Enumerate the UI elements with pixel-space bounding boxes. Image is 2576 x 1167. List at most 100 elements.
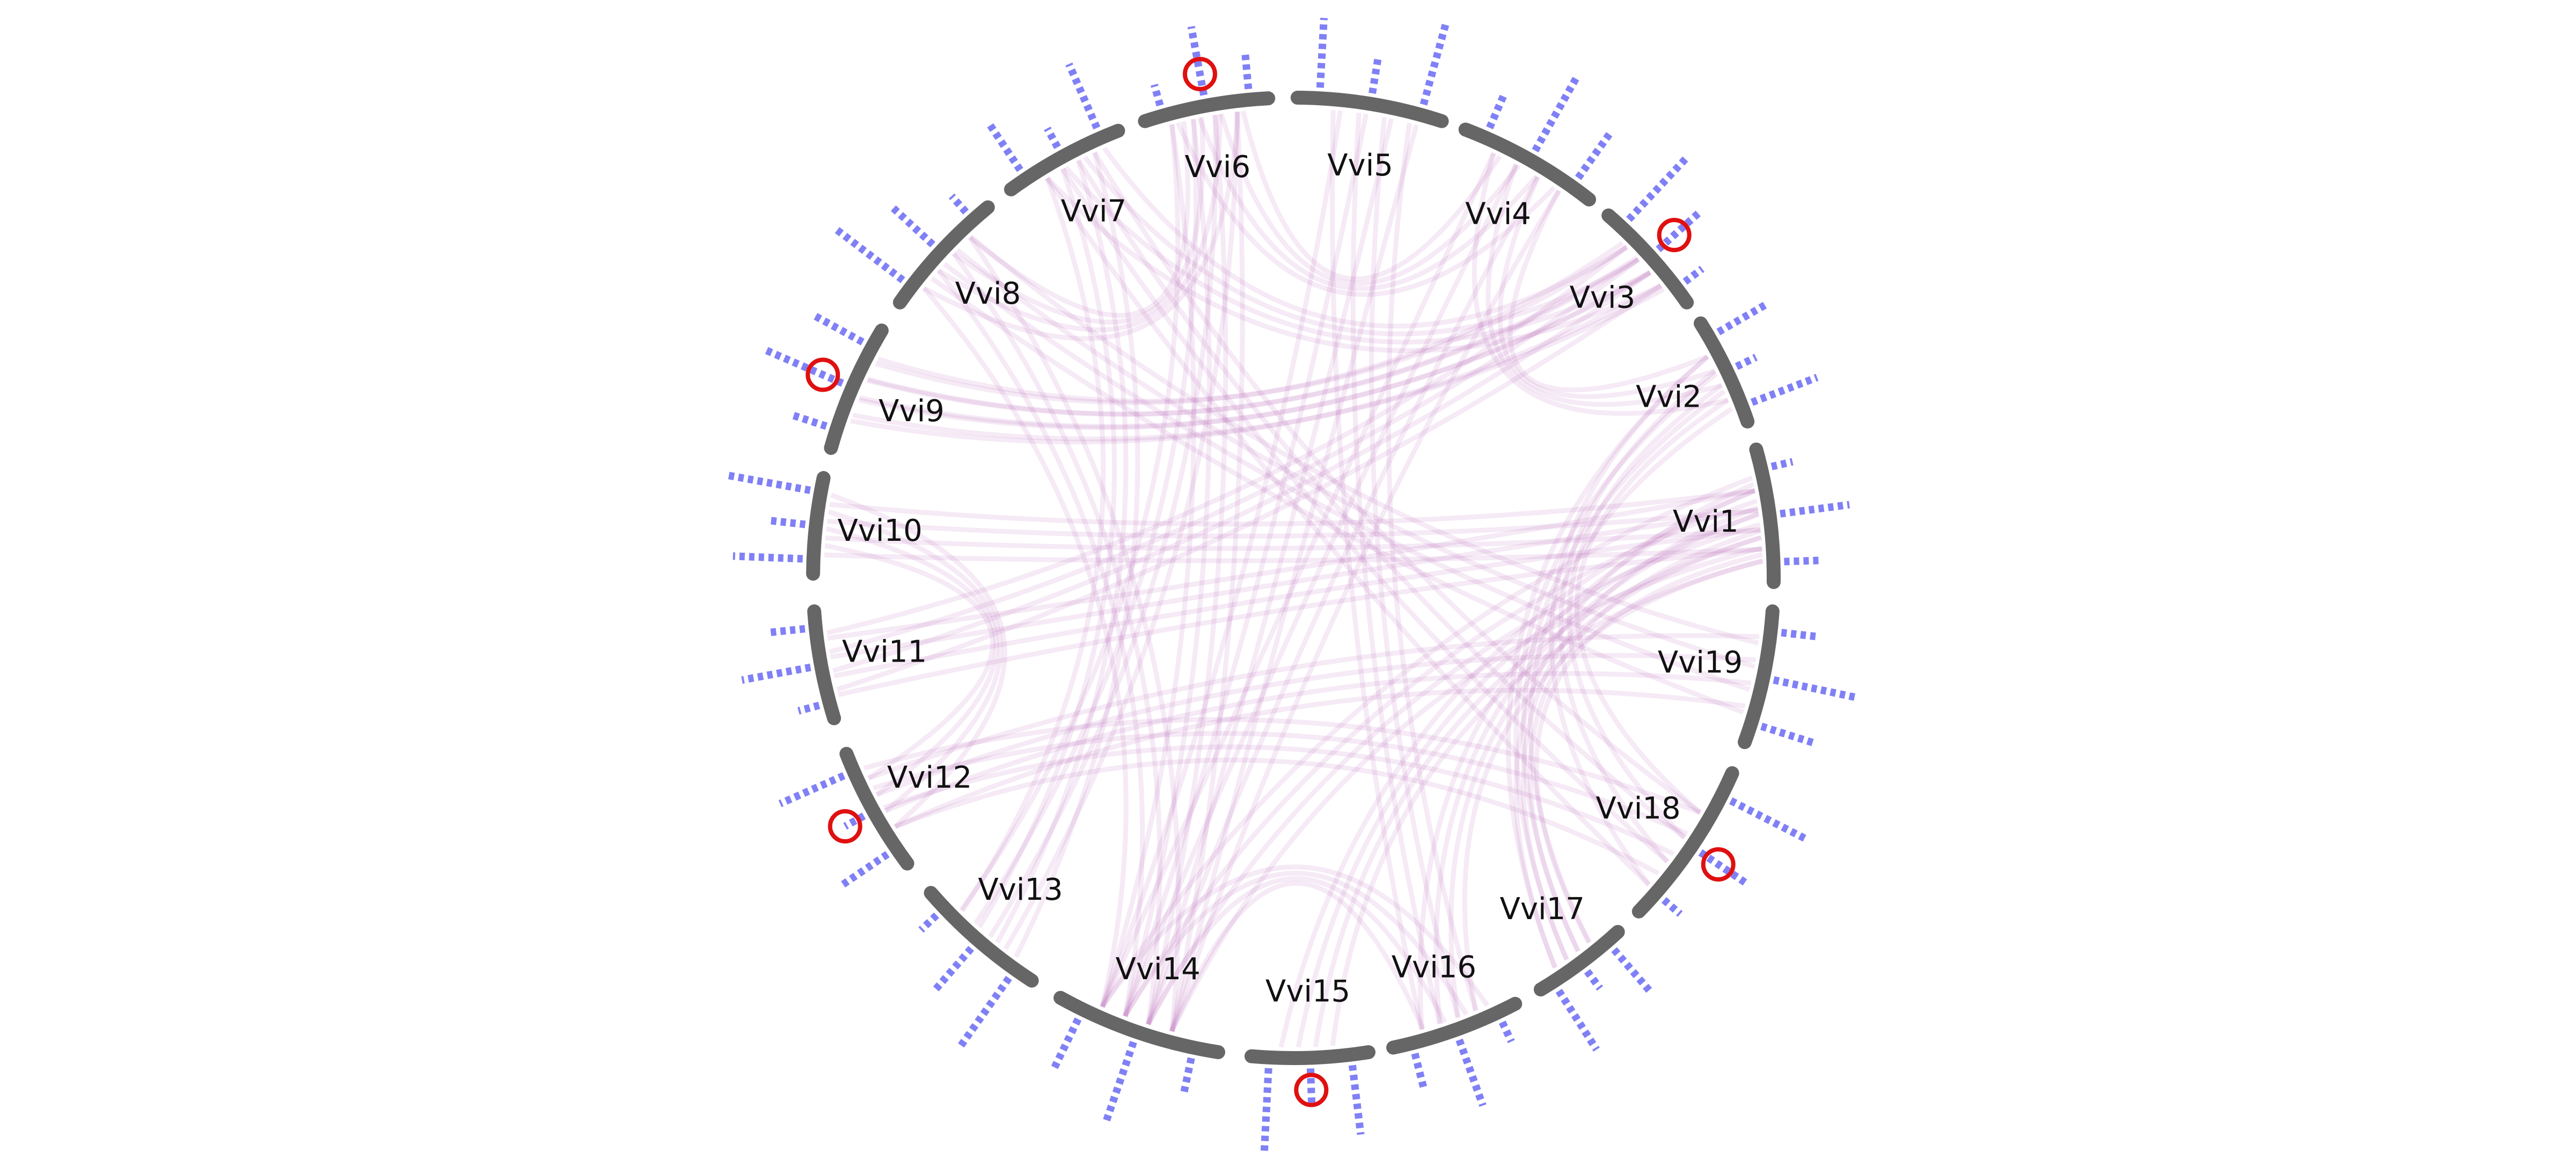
synteny-link	[936, 269, 1145, 1017]
synteny-link	[1100, 124, 1196, 1008]
synteny-link	[1485, 164, 1723, 407]
synteny-link	[968, 121, 1190, 318]
feature-tick	[1555, 988, 1600, 1052]
synteny-link	[1558, 369, 1717, 863]
synteny-link	[1146, 522, 1761, 1026]
synteny-link	[876, 653, 1756, 797]
feature-tick	[832, 225, 905, 283]
synteny-link	[973, 119, 1199, 925]
synteny-link	[1219, 113, 1521, 286]
synteny-link	[1175, 122, 1556, 297]
feature-tick	[767, 625, 806, 637]
chromosome-label: Vvi10	[837, 513, 922, 548]
feature-tick	[1044, 126, 1061, 149]
synteny-link	[838, 547, 1762, 697]
feature-tick	[1626, 154, 1690, 222]
synteny-link	[942, 262, 1751, 692]
synteny-link	[836, 283, 1663, 692]
feature-tick	[1780, 501, 1850, 518]
synteny-link	[826, 245, 1628, 635]
chromosome-label: Vvi8	[955, 276, 1021, 311]
synteny-link	[960, 177, 1106, 912]
synteny-link	[922, 287, 1129, 1008]
feature-tick	[814, 313, 865, 346]
synteny-link	[877, 245, 1628, 404]
chromosome-arc	[806, 471, 831, 581]
chromosome-arc	[839, 747, 914, 871]
chromosome-label: Vvi13	[978, 872, 1063, 907]
synteny-link	[1513, 372, 1718, 961]
feature-tick	[1260, 1068, 1272, 1154]
synteny-link	[1521, 505, 1759, 961]
synteny-link	[830, 493, 1007, 829]
chromosome-label: Vvi18	[1596, 791, 1680, 826]
synteny-link	[830, 508, 1759, 660]
synteny-link	[1521, 389, 1726, 952]
synteny-link	[1313, 535, 1762, 1047]
synteny-link	[937, 114, 1223, 333]
chromosome-arc	[1290, 91, 1449, 128]
feature-tick	[1486, 92, 1508, 130]
synteny-link	[1169, 112, 1245, 1032]
synteny-link	[852, 287, 1665, 442]
synteny-link	[1534, 552, 1763, 944]
synteny-link	[829, 258, 1640, 655]
synteny-link	[825, 527, 1761, 551]
chromosome-label: Vvi15	[1265, 974, 1350, 1009]
feature-tick	[1735, 354, 1758, 370]
synteny-link	[1123, 163, 1518, 1017]
synteny-link	[827, 508, 1759, 539]
chromosome-label: Vvi14	[1116, 952, 1201, 987]
synteny-link	[1146, 175, 1540, 1025]
chromosome-arc	[807, 604, 841, 725]
feature-tick	[1306, 1068, 1316, 1106]
feature-tick	[948, 193, 969, 215]
synteny-link	[1448, 535, 1762, 1018]
feature-tick	[1498, 1021, 1515, 1044]
synteny-link	[995, 159, 1129, 944]
feature-tick	[767, 516, 806, 529]
feature-tick	[1419, 20, 1450, 106]
feature-tick	[933, 945, 974, 992]
synteny-link	[952, 117, 1205, 325]
feature-tick	[1411, 1052, 1428, 1091]
synteny-link	[1100, 864, 1490, 1008]
synteny-link	[1240, 110, 1502, 282]
synteny-link	[1076, 159, 1686, 840]
chromosome-label: Vvi1	[1673, 504, 1739, 539]
synteny-link	[1169, 124, 1419, 1032]
feature-tick	[1102, 1040, 1137, 1125]
synteny-link	[1472, 152, 1729, 416]
feature-tick	[1584, 968, 1604, 991]
synteny-link	[1296, 511, 1760, 1048]
synteny-link	[1003, 112, 1240, 950]
synteny-link	[1092, 151, 1702, 815]
synteny-link	[894, 758, 1660, 876]
chromosome-arc	[1533, 924, 1625, 997]
feature-tick	[1151, 83, 1164, 107]
synteny-link	[1505, 355, 1709, 969]
synteny-link	[988, 115, 1218, 938]
feature-layer	[724, 18, 1858, 1154]
feature-tick	[741, 663, 811, 684]
label-layer: Vvi1 Vvi2 Vvi3 Vvi4 Vvi5 Vvi6 Vvi7 Vvi8 Vvi9 Vvi1…	[837, 148, 1743, 1009]
feature-tick	[1784, 556, 1822, 566]
chromosome-label: Vvi12	[887, 760, 972, 795]
chromosome-label: Vvi7	[1061, 194, 1127, 229]
chromosome-label: Vvi6	[1184, 150, 1250, 185]
feature-tick	[956, 975, 1012, 1051]
chromosome-arc	[924, 886, 1039, 988]
feature-tick	[1729, 797, 1810, 843]
synteny-link	[1045, 177, 1651, 886]
synteny-link	[867, 257, 1640, 417]
feature-tick	[987, 123, 1023, 172]
feature-tick	[1241, 51, 1253, 90]
chromosome-layer	[806, 91, 1781, 1065]
synteny-link	[883, 744, 1674, 856]
feature-tick	[1781, 629, 1819, 641]
feature-tick	[890, 205, 935, 248]
feature-tick	[733, 552, 803, 563]
chromosome-arc	[1631, 766, 1739, 919]
synteny-link	[1146, 876, 1447, 1026]
synteny-link	[858, 270, 1651, 430]
